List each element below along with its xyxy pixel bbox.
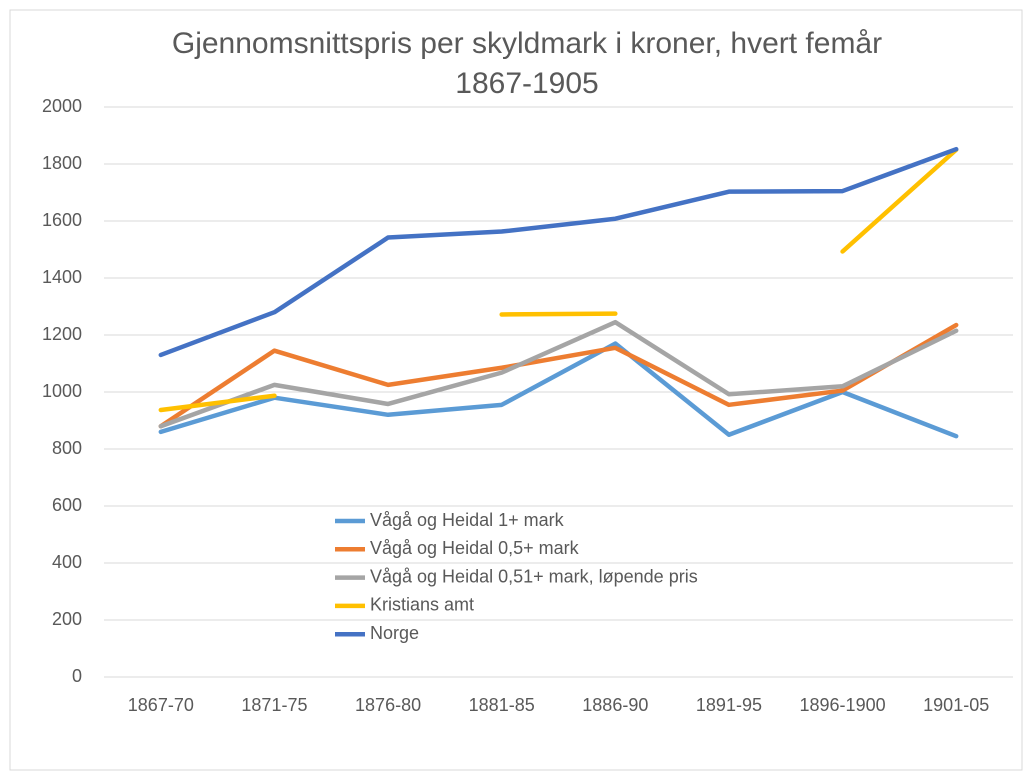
- chart-title: Gjennomsnittspris per skyldmark i kroner…: [171, 27, 883, 100]
- legend-label: Vågå og Heidal 0,51+ mark, løpende pris: [370, 566, 698, 586]
- y-tick-label: 1400: [42, 267, 82, 287]
- y-tick-label: 1000: [42, 381, 82, 401]
- x-tick-label: 1881-85: [469, 695, 535, 715]
- y-tick-label: 1200: [42, 324, 82, 344]
- x-tick-label: 1901-05: [923, 695, 989, 715]
- series-line: [158, 322, 959, 429]
- x-tick-label: 1867-70: [128, 695, 194, 715]
- series-line: [158, 341, 959, 439]
- y-tick-label: 600: [52, 495, 82, 515]
- series-line: [158, 146, 959, 358]
- y-tick-label: 400: [52, 552, 82, 572]
- y-tick-label: 1600: [42, 210, 82, 230]
- legend-label: Vågå og Heidal 0,5+ mark: [370, 538, 580, 558]
- x-tick-label: 1896-1900: [800, 695, 886, 715]
- legend-label: Norge: [370, 623, 419, 643]
- y-tick-label: 200: [52, 609, 82, 629]
- legend-label: Kristians amt: [370, 595, 474, 615]
- x-tick-label: 1891-95: [696, 695, 762, 715]
- x-tick-label: 1886-90: [582, 695, 648, 715]
- y-tick-label: 800: [52, 438, 82, 458]
- series-line: [158, 147, 959, 413]
- x-tick-label: 1876-80: [355, 695, 421, 715]
- x-tick-label: 1871-75: [241, 695, 307, 715]
- chart-border: [9, 9, 1023, 771]
- y-tick-label: 1800: [42, 153, 82, 173]
- legend-label: Vågå og Heidal 1+ mark: [370, 510, 565, 530]
- series-line: [158, 319, 959, 429]
- y-tick-label: 2000: [42, 96, 82, 116]
- y-tick-label: 0: [72, 666, 82, 686]
